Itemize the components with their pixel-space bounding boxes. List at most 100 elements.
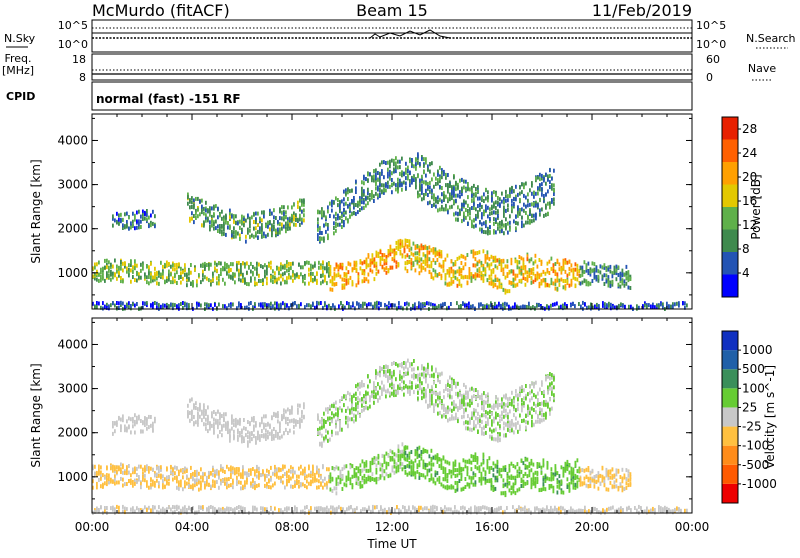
echo-cell [128, 273, 130, 277]
echo-cell [236, 263, 238, 267]
echo-cell [130, 226, 132, 230]
echo-cell [144, 417, 146, 421]
echo-cell [431, 248, 433, 252]
echo-cell [216, 480, 218, 484]
echo-cell [467, 187, 469, 191]
echo-cell [210, 485, 212, 489]
echo-cell [445, 467, 447, 471]
echo-cell [338, 467, 340, 471]
echo-cell [338, 482, 340, 486]
echo-cell [608, 268, 610, 272]
echo-cell [628, 305, 630, 309]
echo-cell [575, 268, 577, 272]
nave-tick-bottom: 0 [706, 71, 713, 84]
echo-cell [148, 415, 150, 419]
echo-cell [277, 436, 279, 440]
echo-cell [369, 193, 371, 197]
echo-cell [304, 484, 306, 488]
y-tick-label: 2000 [57, 222, 88, 236]
echo-cell [505, 227, 507, 231]
echo-cell [258, 467, 260, 471]
echo-cell [463, 467, 465, 471]
echo-cell [394, 471, 396, 475]
echo-cell [461, 467, 463, 471]
echo-cell [146, 417, 148, 421]
echo-cell [164, 263, 166, 267]
echo-cell [140, 276, 142, 280]
echo-cell [547, 466, 549, 470]
echo-cell [340, 275, 342, 279]
echo-cell [346, 279, 348, 283]
echo-cell [146, 275, 148, 279]
echo-cell [132, 468, 134, 472]
echo-cell [435, 251, 437, 255]
echo-cell [316, 271, 318, 275]
echo-cell [517, 207, 519, 211]
echo-cell [140, 215, 142, 219]
echo-cell [602, 479, 604, 483]
echo-cell [358, 481, 360, 485]
echo-cell [527, 278, 529, 282]
echo-cell [242, 279, 244, 283]
echo-cell [134, 470, 136, 474]
echo-cell [392, 469, 394, 473]
echo-cell [335, 222, 337, 226]
echo-cell [503, 272, 505, 276]
echo-cell [374, 459, 376, 463]
echo-cell [443, 207, 445, 211]
echo-cell [174, 471, 176, 475]
echo-cell [381, 160, 383, 164]
echo-cell [424, 302, 426, 306]
echo-cell [205, 427, 207, 431]
echo-cell [398, 247, 400, 251]
echo-cell [393, 162, 395, 166]
echo-cell [561, 490, 563, 494]
echo-cell [354, 468, 356, 472]
echo-cell [134, 467, 136, 471]
echo-cell [630, 482, 632, 486]
echo-cell [130, 280, 132, 284]
echo-cell [233, 430, 235, 434]
echo-cell [547, 212, 549, 216]
echo-cell [543, 487, 545, 491]
echo-cell [337, 223, 339, 227]
echo-cell [213, 418, 215, 422]
echo-cell [298, 467, 300, 471]
echo-cell [656, 303, 658, 307]
echo-cell [435, 473, 437, 477]
echo-cell [409, 171, 411, 175]
echo-cell [380, 259, 382, 263]
echo-cell [112, 465, 114, 469]
echo-cell [451, 484, 453, 488]
echo-cell [361, 180, 363, 184]
echo-cell [156, 281, 158, 285]
echo-cell [336, 465, 338, 469]
echo-cell [264, 303, 266, 307]
echo-cell [602, 475, 604, 479]
echo-cell [457, 257, 459, 261]
echo-cell [226, 485, 228, 489]
echo-cell [196, 482, 198, 486]
echo-cell [342, 467, 344, 471]
echo-cell [209, 220, 211, 224]
echo-cell [272, 269, 274, 273]
echo-cell [324, 303, 326, 307]
echo-cell [351, 212, 353, 216]
echo-cell [447, 190, 449, 194]
echo-cell [670, 305, 672, 309]
echo-cell [457, 473, 459, 477]
echo-cell [574, 304, 576, 308]
echo-cell [338, 304, 340, 308]
echo-cell [246, 282, 248, 286]
echo-cell [465, 464, 467, 468]
echo-cell [487, 278, 489, 282]
echo-cell [475, 458, 477, 462]
echo-cell [152, 425, 154, 429]
echo-cell [252, 483, 254, 487]
echo-cell [577, 268, 579, 272]
echo-cell [594, 268, 596, 272]
echo-cell [162, 485, 164, 489]
echo-cell [343, 190, 345, 194]
echo-cell [252, 467, 254, 471]
echo-cell [523, 203, 525, 207]
